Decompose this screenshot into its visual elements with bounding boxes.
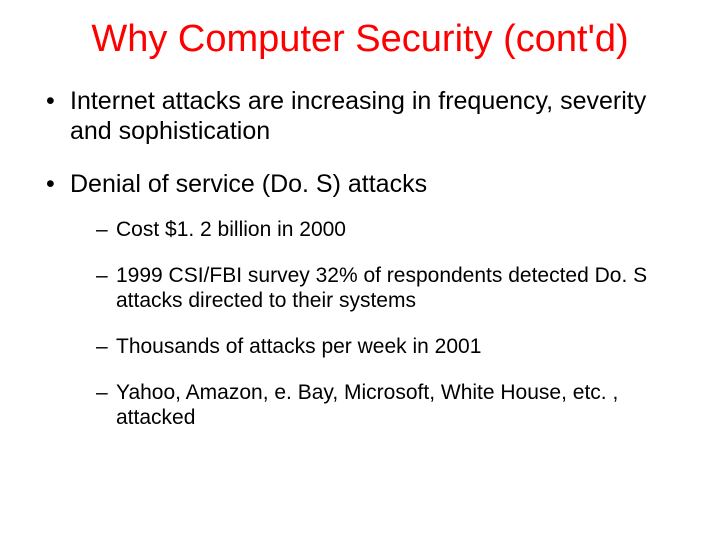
slide: Why Computer Security (cont'd) Internet … xyxy=(0,0,720,540)
sub-bullet-item: 1999 CSI/FBI survey 32% of respondents d… xyxy=(96,263,680,314)
bullet-list: Internet attacks are increasing in frequ… xyxy=(40,86,680,431)
sub-bullet-item: Cost $1. 2 billion in 2000 xyxy=(96,217,680,243)
sub-bullet-item: Thousands of attacks per week in 2001 xyxy=(96,334,680,360)
sub-bullet-item: Yahoo, Amazon, e. Bay, Microsoft, White … xyxy=(96,380,680,431)
sub-bullet-text: Thousands of attacks per week in 2001 xyxy=(116,335,481,358)
bullet-text: Denial of service (Do. S) attacks xyxy=(70,170,427,198)
bullet-item: Denial of service (Do. S) attacks Cost $… xyxy=(46,169,680,431)
sub-bullet-text: 1999 CSI/FBI survey 32% of respondents d… xyxy=(116,264,647,313)
bullet-item: Internet attacks are increasing in frequ… xyxy=(46,86,680,147)
sub-bullet-text: Yahoo, Amazon, e. Bay, Microsoft, White … xyxy=(116,381,618,430)
sub-bullet-list: Cost $1. 2 billion in 2000 1999 CSI/FBI … xyxy=(70,217,680,431)
bullet-text: Internet attacks are increasing in frequ… xyxy=(70,87,646,146)
sub-bullet-text: Cost $1. 2 billion in 2000 xyxy=(116,218,346,241)
slide-title: Why Computer Security (cont'd) xyxy=(40,18,680,62)
